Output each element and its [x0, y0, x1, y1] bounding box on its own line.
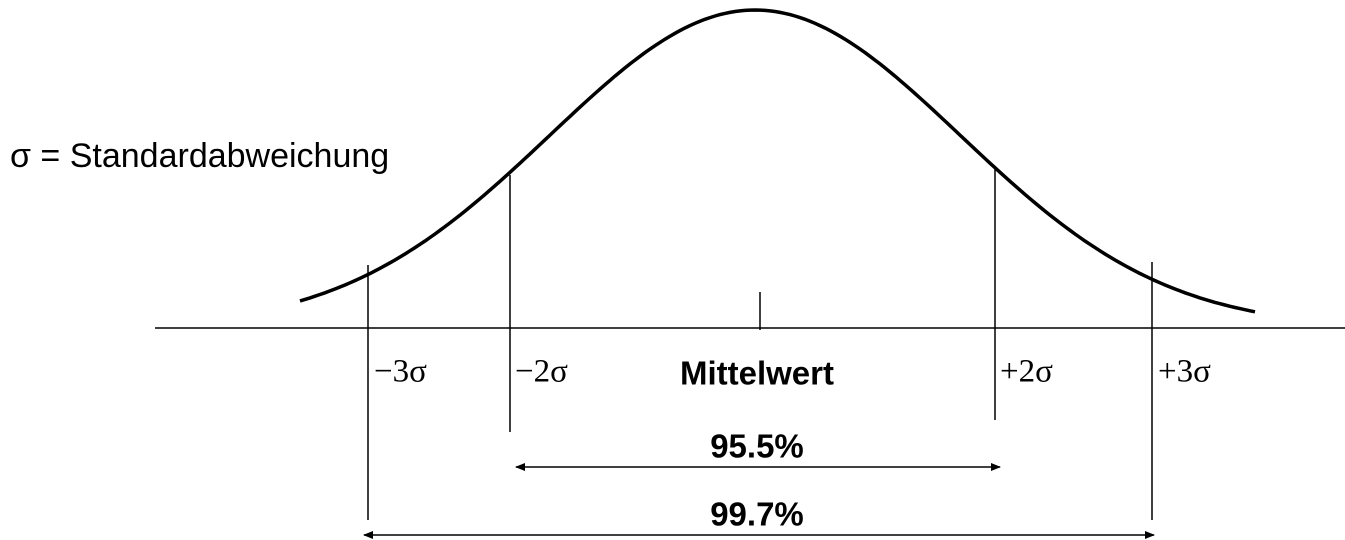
two-sigma-label: 95.5% — [710, 428, 804, 465]
three-sigma-label: 99.7% — [710, 496, 804, 533]
plus3-label: +3σ — [1158, 354, 1211, 390]
mean-label: Mittelwert — [680, 355, 834, 392]
plus2-label: +2σ — [1000, 354, 1053, 390]
sigma-legend: σ = Standardabweichung — [10, 137, 389, 175]
minus3-label: −3σ — [374, 354, 427, 390]
bell-curve — [299, 8, 1256, 314]
minus2-label: −2σ — [515, 354, 568, 390]
